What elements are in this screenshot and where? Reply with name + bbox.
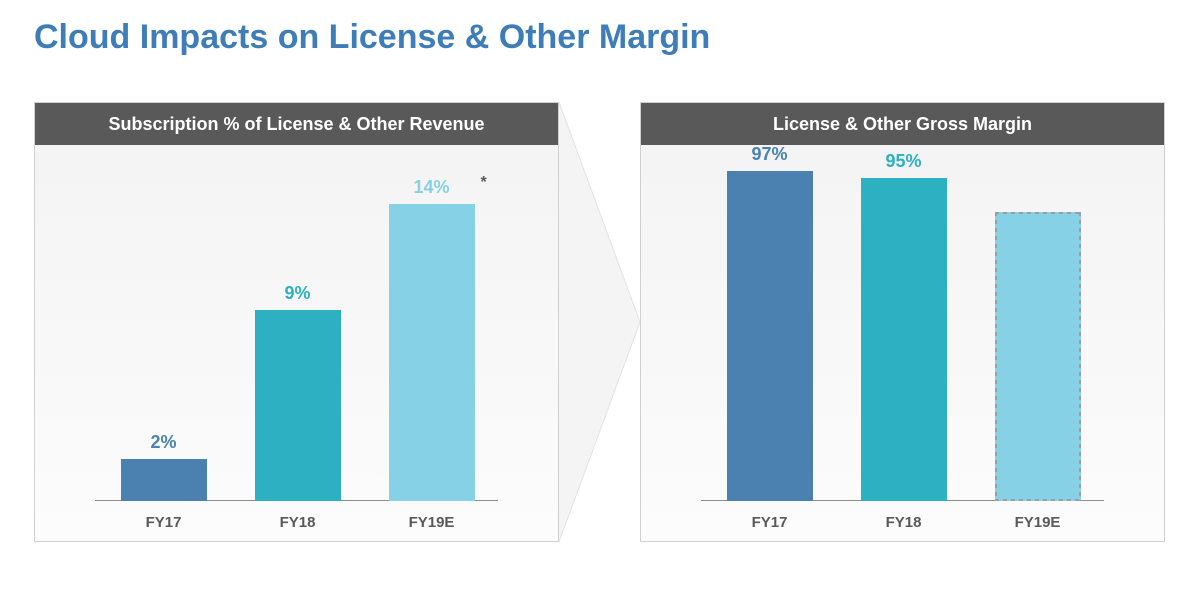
panel-gross-margin: License & Other Gross Margin 97%FY1795%F… xyxy=(640,102,1165,542)
category-label: FY19E xyxy=(983,514,1093,531)
category-label: FY19E xyxy=(377,514,487,531)
bar-value-label: 2% xyxy=(109,432,219,453)
panel-header-right: License & Other Gross Margin xyxy=(641,103,1164,145)
arrow-shape xyxy=(559,102,640,542)
category-label: FY18 xyxy=(849,514,959,531)
bar-slot: 9%FY18 xyxy=(243,161,353,501)
panel-header-left-text: Subscription % of License & Other Revenu… xyxy=(108,114,484,135)
category-label: FY18 xyxy=(243,514,353,531)
bar-slot: 97%FY17 xyxy=(715,161,825,501)
panel-header-right-text: License & Other Gross Margin xyxy=(773,114,1032,135)
plot-left: 2%FY179%FY1814%*FY19E xyxy=(95,163,498,501)
page: Cloud Impacts on License & Other Margin … xyxy=(0,0,1200,594)
bar xyxy=(727,171,813,501)
arrow-right-icon xyxy=(559,102,640,542)
bar xyxy=(389,204,475,502)
bar-slot: 14%*FY19E xyxy=(377,161,487,501)
bar-slot: 95%FY18 xyxy=(849,161,959,501)
bar-value-label: 14% xyxy=(377,177,487,198)
category-label: FY17 xyxy=(109,514,219,531)
panel-subscription-pct: Subscription % of License & Other Revenu… xyxy=(34,102,559,542)
bar-slot: FY19E xyxy=(983,161,1093,501)
bar-value-label: 97% xyxy=(715,144,825,165)
bar-value-label: 9% xyxy=(243,283,353,304)
asterisk-icon: * xyxy=(481,174,487,192)
page-title-text: Cloud Impacts on License & Other Margin xyxy=(34,18,710,56)
bar xyxy=(995,212,1081,501)
bar-value-label: 95% xyxy=(849,151,959,172)
page-title: Cloud Impacts on License & Other Margin xyxy=(34,18,710,57)
category-label: FY17 xyxy=(715,514,825,531)
plot-right: 97%FY1795%FY18FY19E xyxy=(701,163,1104,501)
bar xyxy=(121,459,207,502)
bar-slot: 2%FY17 xyxy=(109,161,219,501)
bar xyxy=(861,178,947,501)
bar xyxy=(255,310,341,501)
panel-header-left: Subscription % of License & Other Revenu… xyxy=(35,103,558,145)
